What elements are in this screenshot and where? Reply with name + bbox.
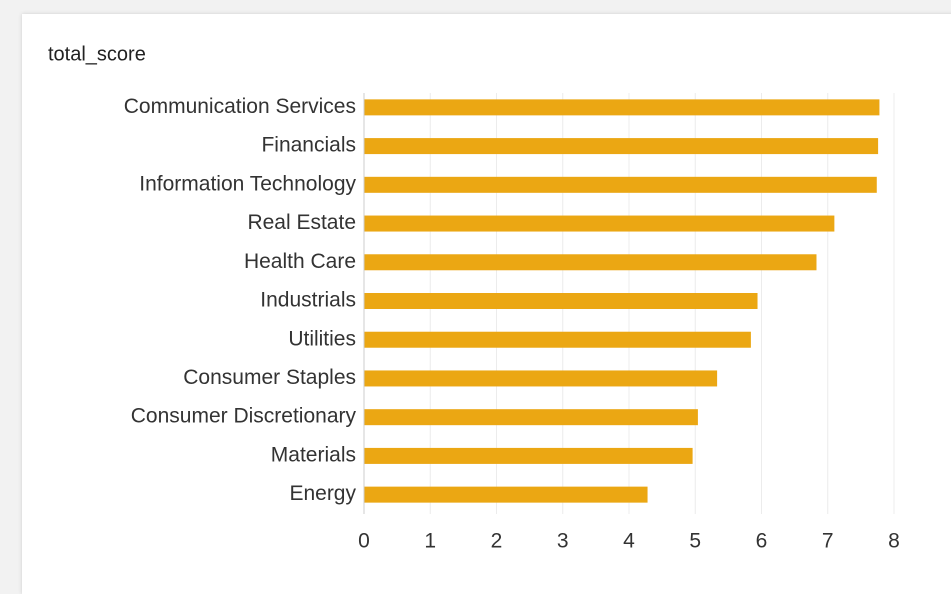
bar — [364, 254, 817, 271]
y-tick-label: Utilities — [288, 327, 356, 350]
bar — [364, 138, 879, 155]
x-tick-label: 0 — [358, 530, 370, 553]
chart-title: total_score — [48, 43, 146, 65]
x-tick-label: 3 — [557, 530, 569, 553]
y-tick-label: Health Care — [244, 250, 356, 273]
y-tick-label: Information Technology — [139, 172, 356, 195]
x-tick-label: 5 — [689, 530, 701, 553]
bar — [364, 486, 648, 503]
y-tick-label: Financials — [261, 134, 356, 157]
y-tick-label: Consumer Discretionary — [131, 405, 357, 428]
y-tick-label: Industrials — [260, 289, 356, 312]
x-tick-label: 6 — [756, 530, 768, 553]
x-tick-label: 4 — [623, 530, 635, 553]
x-tick-label: 1 — [424, 530, 436, 553]
bar — [364, 293, 758, 309]
bar — [364, 176, 877, 193]
bar — [364, 409, 698, 426]
x-tick-label: 8 — [888, 530, 900, 553]
bar — [364, 447, 693, 464]
y-tick-label: Real Estate — [247, 211, 356, 234]
x-tick-label: 7 — [822, 530, 834, 553]
y-tick-label: Energy — [289, 482, 356, 505]
y-tick-label: Materials — [271, 443, 356, 466]
page: total_score 0 1 2 3 4 5 6 7 8 Communication Servi… — [22, 14, 951, 594]
y-tick-label: Consumer Staples — [183, 366, 356, 389]
chart: total_score 0 1 2 3 4 5 6 7 8 Communication Servi… — [48, 43, 900, 553]
x-tick-label: 2 — [491, 530, 503, 553]
bar — [364, 215, 835, 232]
bar — [364, 99, 880, 116]
bar — [364, 370, 718, 387]
bar — [364, 331, 751, 348]
y-tick-label: Communication Services — [124, 95, 356, 118]
